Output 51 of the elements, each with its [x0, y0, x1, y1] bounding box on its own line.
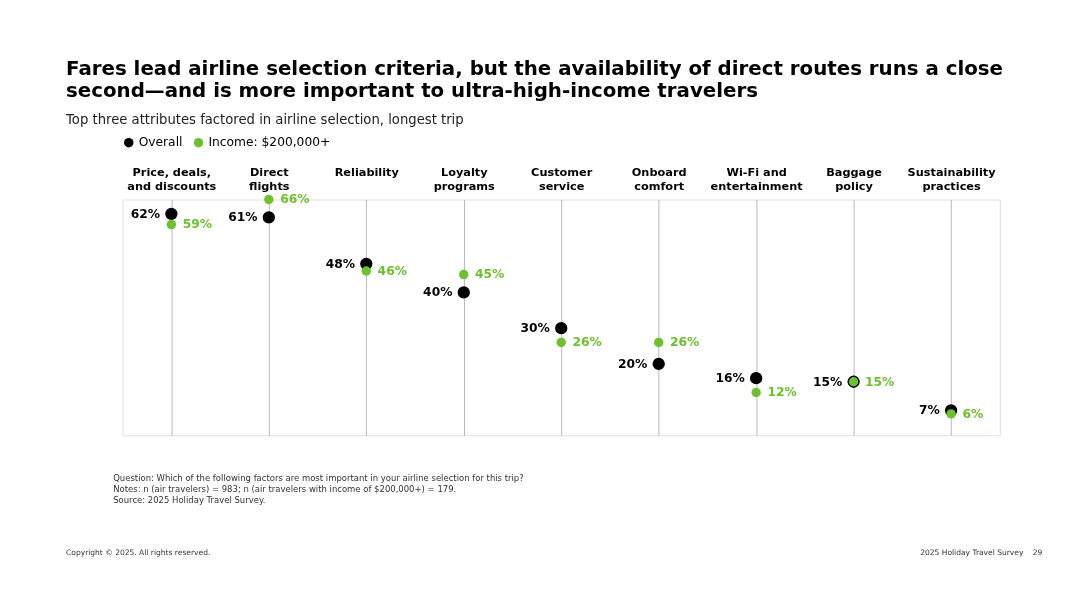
point	[262, 211, 275, 224]
data-label: 30%	[520, 320, 550, 335]
data-label: 15%	[812, 374, 843, 389]
x-tick-label: Reliability	[334, 166, 400, 180]
point	[264, 194, 274, 205]
point	[166, 219, 177, 230]
point	[459, 269, 469, 280]
chart-subtitle: Top three attributes factored in airline selection, longest trip	[65, 112, 464, 128]
legend-label: Income: $200,000+	[208, 135, 331, 150]
point	[556, 337, 566, 348]
data-label: 45%	[475, 267, 505, 282]
x-tick-label: Direct flights	[249, 166, 290, 193]
text: Notes: n (air travelers) = 983; n (air travelers with income of $200,000+) = 179.	[113, 483, 457, 494]
data-label: 12%	[767, 385, 797, 400]
text: 2025 Holiday Travel Survey	[920, 548, 1024, 558]
data-label: 59%	[182, 217, 212, 232]
x-tick-label: Price, deals, and discounts	[127, 166, 217, 193]
data-label: 16%	[715, 370, 745, 385]
x-tick-label: Baggage policy	[826, 166, 883, 193]
point	[361, 266, 371, 276]
point	[555, 322, 568, 335]
point	[946, 409, 956, 419]
point	[751, 387, 761, 398]
text: 29	[1032, 548, 1043, 558]
chart-title: Fares lead airline selection criteria, but the availability of direct routes runs a close second—and is more important to ultra-high-income travelers	[66, 57, 1004, 102]
legend-label: Overall	[138, 135, 183, 150]
data-label: 46%	[377, 263, 407, 278]
data-label: 61%	[228, 210, 258, 225]
text: Copyright © 2025. All rights reserved.	[66, 548, 211, 558]
x-tick-label: Onboard comfort	[631, 166, 687, 193]
point	[652, 357, 665, 371]
data-label: 62%	[130, 206, 161, 221]
data-label: 20%	[618, 356, 648, 371]
point	[750, 372, 763, 385]
data-label: 48%	[325, 256, 355, 271]
point	[165, 207, 178, 220]
data-label: 6%	[962, 406, 984, 421]
data-label: 26%	[572, 335, 602, 350]
data-label: 26%	[670, 335, 700, 350]
point	[653, 337, 664, 348]
data-label: 40%	[423, 285, 453, 300]
x-tick-label: Customer service	[531, 166, 593, 193]
data-label: 7%	[918, 403, 940, 418]
x-tick-label: Wi-Fi and entertainment	[710, 166, 804, 193]
text: Question: Which of the following factors are most important in your airline selection for this trip?	[113, 472, 524, 483]
x-tick-label: Loyalty programs	[433, 166, 496, 193]
x-tick-label: Sustainability practices	[907, 166, 997, 193]
data-label: 15%	[864, 374, 895, 389]
source-note: Source: 2025 Holiday Travel Survey.	[113, 495, 266, 506]
data-label: 66%	[280, 192, 310, 207]
point	[457, 286, 470, 299]
